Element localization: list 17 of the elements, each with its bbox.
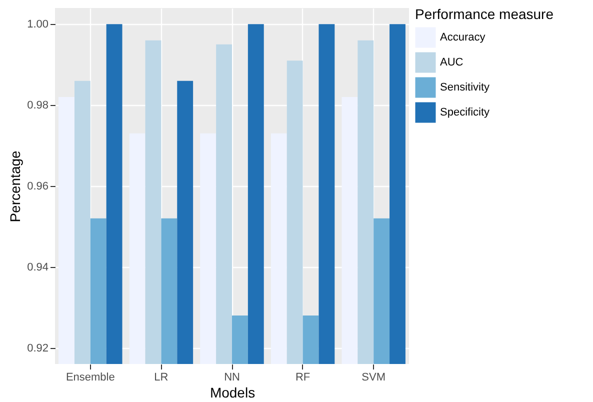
legend-label: Sensitivity xyxy=(440,82,490,94)
y-tick-label: 1.00 xyxy=(27,18,48,31)
legend-label: Accuracy xyxy=(440,32,486,44)
y-tick-label: 0.92 xyxy=(27,342,48,354)
x-tick-label: LR xyxy=(154,372,168,384)
x-tick-label: NN xyxy=(224,372,240,384)
legend-label: Specificity xyxy=(440,106,490,118)
legend-title: Performance measure xyxy=(415,6,554,22)
x-tick-label: SVM xyxy=(362,372,386,384)
y-tick-label: 0.96 xyxy=(27,180,48,192)
y-tick-label: 0.94 xyxy=(27,261,48,274)
x-tick-label: Ensemble xyxy=(66,372,115,384)
x-tick-label: RF xyxy=(295,372,310,384)
y-axis-title: Percentage xyxy=(7,150,24,222)
y-tick-label: 0.98 xyxy=(27,100,48,112)
legend-label: AUC xyxy=(440,56,464,68)
x-axis-title: Models xyxy=(210,384,256,400)
